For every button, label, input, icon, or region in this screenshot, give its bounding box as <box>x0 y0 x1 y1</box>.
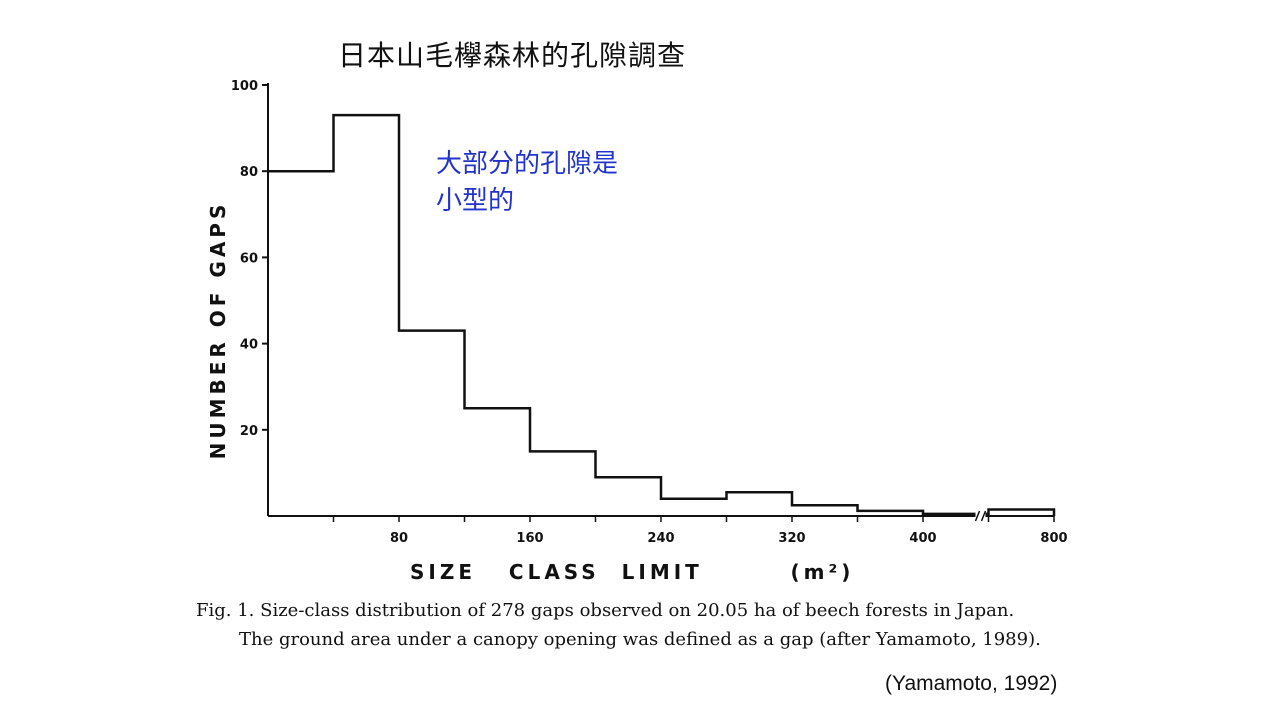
histogram-bar <box>596 477 662 516</box>
histogram-bar <box>727 492 793 516</box>
x-tick-label-160: 160 <box>516 531 543 546</box>
axis-break-mark-1 <box>974 510 981 522</box>
x-ticks: 80 160 240 320 400 800 <box>332 516 1068 546</box>
x-tick-label-80: 80 <box>390 531 408 546</box>
x-axis-unit: (m²) <box>790 560 855 584</box>
y-ticks: 20 40 60 80 100 <box>231 79 268 439</box>
histogram-bar <box>334 115 400 516</box>
y-tick-label-20: 20 <box>240 424 258 439</box>
x-tick-label-800: 800 <box>1040 531 1067 546</box>
x-axis-label: SIZE CLASS LIMIT (m²) <box>410 560 854 584</box>
x-axis-label-text: SIZE CLASS LIMIT <box>410 560 703 584</box>
slide-title: 日本山毛欅森林的孔隙調查 <box>338 39 687 72</box>
histogram-bar <box>268 171 334 516</box>
y-tick-label-60: 60 <box>240 251 258 266</box>
figure-caption: Fig. 1. Size-class distribution of 278 g… <box>196 596 1041 654</box>
y-tick-label-100: 100 <box>231 79 258 94</box>
y-tick-label-40: 40 <box>240 338 258 353</box>
y-axis-label: NUMBER OF GAPS <box>206 200 230 460</box>
annotation-line-2: 小型的 <box>436 186 515 216</box>
source-citation: (Yamamoto, 1992) <box>885 672 1058 695</box>
axis-break-gap <box>975 510 986 522</box>
axis-break <box>974 510 987 522</box>
x-tick-label-240: 240 <box>647 531 674 546</box>
y-tick-label-80: 80 <box>240 165 258 180</box>
x-tick-label-320: 320 <box>778 531 805 546</box>
histogram-outline <box>268 113 1056 516</box>
annotation-line-1: 大部分的孔隙是 <box>436 149 619 179</box>
histogram-bars <box>268 115 1054 516</box>
caption-line-1: Fig. 1. Size-class distribution of 278 g… <box>196 600 1015 621</box>
chart-annotation: 大部分的孔隙是 小型的 <box>436 146 618 220</box>
histogram-bar <box>399 331 465 516</box>
histogram-bar <box>792 505 858 516</box>
axis-break-mark-2 <box>980 510 987 522</box>
histogram-bar <box>661 499 727 516</box>
histogram-bar <box>530 451 596 516</box>
histogram-bar <box>465 408 531 516</box>
caption-line-2: The ground area under a canopy opening w… <box>239 629 1041 650</box>
x-tick-label-400: 400 <box>909 531 936 546</box>
